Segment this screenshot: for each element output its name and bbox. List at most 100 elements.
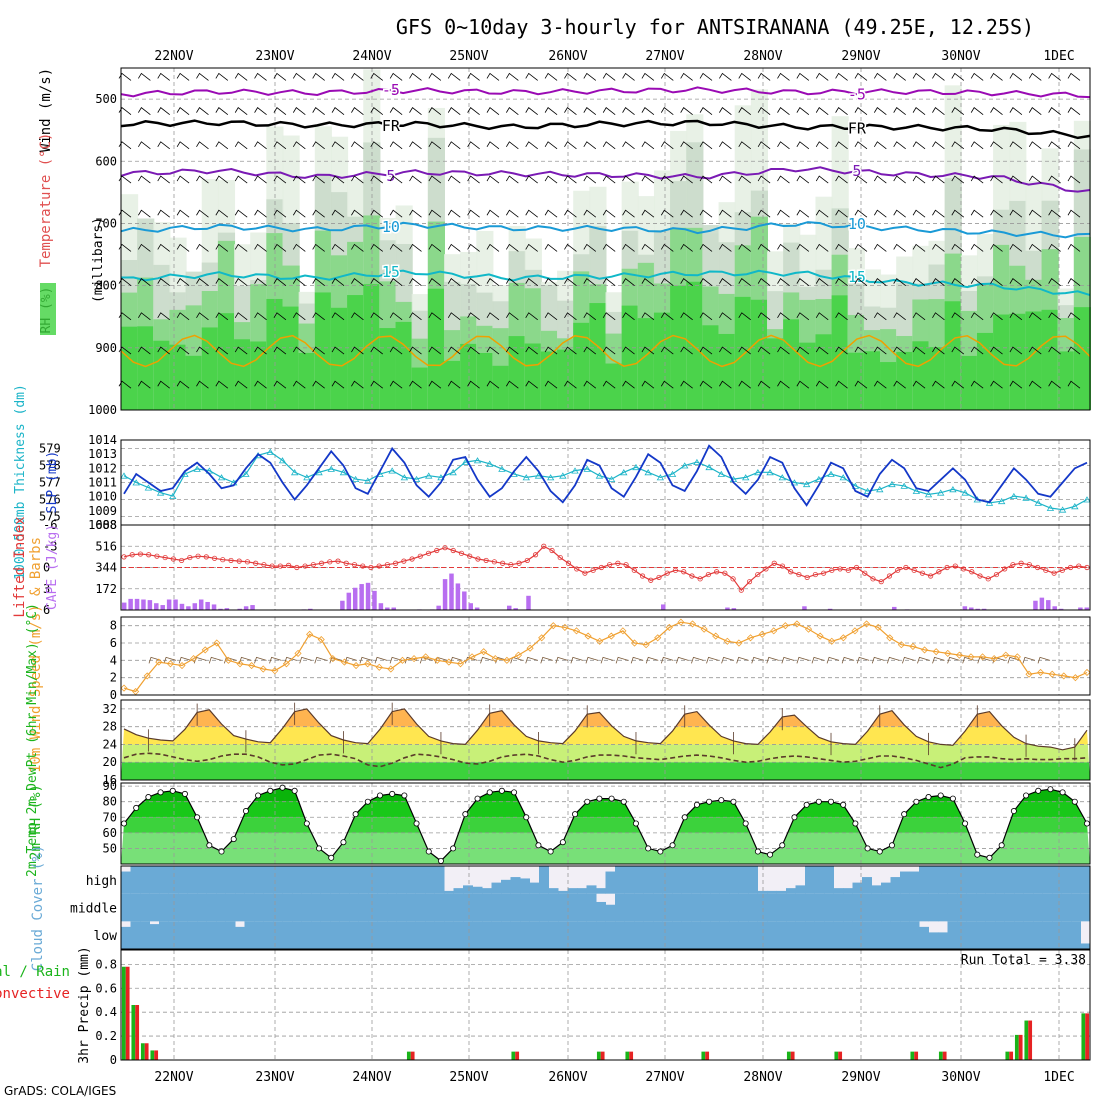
rh-ytick-label: 70 [103,810,117,824]
precip-total-bar [140,1043,145,1060]
rh-point [157,789,164,796]
rh-point [328,854,335,861]
precip-convective-bar [914,1051,919,1060]
cloud-cell [311,893,321,922]
cloud-cell [225,866,236,894]
cloud-cell [235,926,245,949]
thickness-point [351,475,360,482]
wind-barb [583,243,597,252]
wind-barb [118,380,132,389]
cloud-cell [919,893,929,922]
wind-barb [312,346,325,355]
wind-barb [118,107,132,115]
cloud-cell [130,921,141,949]
wind-speed-point [677,618,685,626]
wind-barb [873,380,887,389]
wind-barb [234,209,248,218]
wind-barb [835,380,848,389]
li-point [1059,567,1065,573]
precip-convective-bar [1018,1034,1023,1060]
cloud-cell [1023,921,1034,949]
cloud-cell [1071,921,1081,949]
run-total-annotation: Run Total = 3.38 [961,953,1086,968]
rh-shading-cell [314,292,332,410]
cape-li-panel: 172 344 516 688 -6 -3 0 3 6 Lifted Index CAPE (J/k… [12,516,1091,618]
surface-wind-barb [1037,656,1051,664]
cloud-cell [548,893,559,922]
wind-barb [331,380,345,389]
wind-barb [486,346,500,355]
wind-speed-point [503,656,511,664]
cloud-cell [928,866,939,894]
cloud-cell [776,893,787,922]
cloud-cell [909,893,920,922]
date-label-top: 29NOV [841,49,880,64]
rh-shading-cell [912,341,930,410]
wind-barb [196,209,209,218]
li-point [796,571,802,578]
li-tick-label: -3 [43,539,57,553]
wind-barb [447,380,461,389]
thickness-point [937,489,945,496]
wind-barb [719,380,732,389]
rh-point [316,845,323,852]
wind-barb [506,278,519,286]
cloud-cell [976,893,986,922]
wind-barb [389,243,403,252]
cloud-cell [491,893,502,922]
cloud-cell [691,921,701,949]
cloud-cell [957,893,967,922]
rh-shading-cell [137,326,155,410]
precip-convective-bar [1085,1013,1090,1060]
cloud-cell [567,888,578,894]
cloud-cell [472,921,483,949]
precip-total-bar [701,1051,706,1060]
wind-barb [583,141,597,150]
cloud-cell [216,893,226,922]
rh-point [669,842,676,849]
cloud-cell [567,921,578,949]
wind-speed-point [480,648,488,656]
temp-band [121,744,1090,763]
wind-barb [912,175,926,184]
date-label-top: 28NOV [743,49,782,64]
wind-speed-point [642,641,650,649]
top-date-axis: 22NOV 23NOV 24NOV 25NOV 26NOV 27NOV 28NOV 29NOV… [154,49,1074,64]
thickness-point [693,458,701,465]
cloud-cell [501,879,511,894]
thickness-point [120,472,128,479]
li-point [541,543,547,549]
cloud-cell [529,893,540,922]
thickness-point [156,489,165,496]
thickness-point [876,486,884,493]
low-level-contour [120,334,1091,368]
wind-barb [486,107,500,115]
wind-barb [757,107,771,115]
wind-barb [351,209,364,218]
wind-barb [1067,209,1081,218]
wind-speed-point [166,660,174,668]
cape-bar [237,608,242,610]
temp-ytick-label: 28 [103,720,117,734]
surface-wind-barb [254,656,267,664]
wind-barb [409,107,422,115]
li-point [837,566,843,572]
wind-barb [641,243,655,252]
rh-point [803,801,810,808]
cape-bar [186,606,191,610]
li-point [878,579,884,585]
cloud-cell [919,866,929,894]
rh-point [693,801,700,808]
cloud-cell [957,921,967,949]
cloud-cell [149,924,160,949]
wind-barb [428,72,442,81]
li-point [360,563,366,569]
cloud-cell [634,893,644,922]
wind-ytick-label: 8 [110,619,117,633]
cape-bar [160,605,165,610]
cape-bar [827,608,833,610]
wind-barb [447,107,461,115]
cloud-cell [168,893,179,922]
wind-barb [428,107,442,115]
li-point [236,558,242,564]
